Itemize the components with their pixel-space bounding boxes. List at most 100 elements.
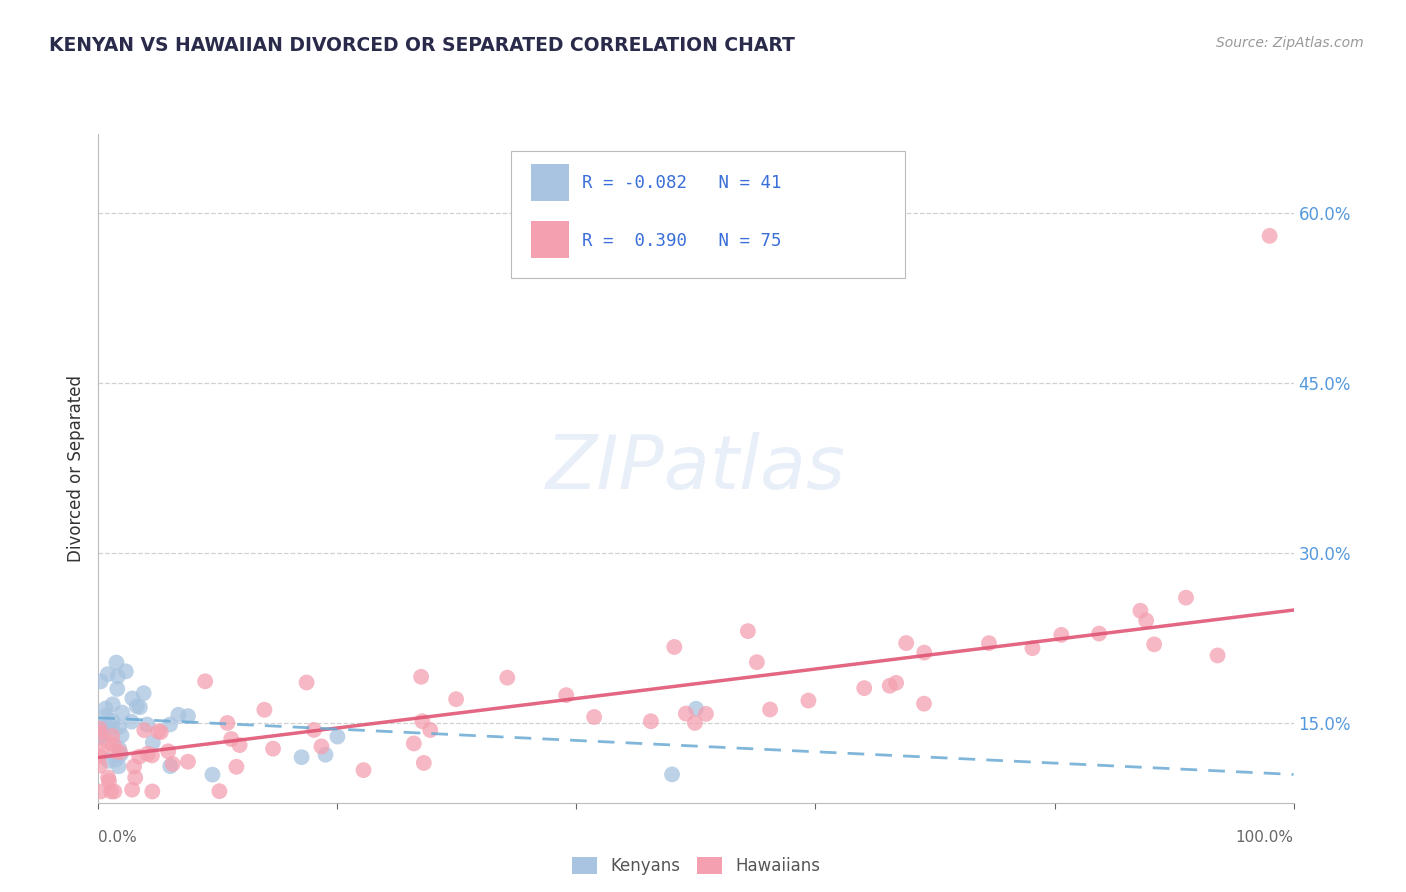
Text: KENYAN VS HAWAIIAN DIVORCED OR SEPARATED CORRELATION CHART: KENYAN VS HAWAIIAN DIVORCED OR SEPARATED… [49, 36, 794, 54]
Point [103, 784, 125, 798]
Point [115, 665, 138, 679]
Point [685, 702, 707, 716]
Point [912, 697, 935, 711]
Point [157, 744, 180, 758]
Point [1258, 228, 1281, 243]
Point [89, 722, 111, 736]
Point [555, 688, 578, 702]
Point [675, 706, 697, 721]
Point [97, 667, 120, 681]
Point [111, 706, 134, 720]
Point [896, 636, 918, 650]
Point [1135, 614, 1157, 628]
Point [148, 724, 170, 739]
Legend: Kenyans, Hawaiians: Kenyans, Hawaiians [565, 850, 827, 881]
Point [1206, 648, 1229, 663]
Point [444, 692, 467, 706]
Point [136, 747, 159, 761]
Point [167, 707, 190, 722]
Point [219, 731, 242, 746]
Point [132, 686, 155, 700]
Point [105, 681, 128, 696]
Point [253, 703, 276, 717]
Point [90, 674, 112, 689]
Point [107, 669, 129, 683]
Point [1088, 626, 1111, 640]
Point [103, 738, 125, 752]
Point [101, 698, 124, 712]
Text: R =  0.390   N = 75: R = 0.390 N = 75 [582, 232, 782, 250]
Point [353, 763, 375, 777]
Bar [531, 220, 569, 258]
Point [128, 749, 150, 764]
Point [159, 759, 181, 773]
Point [149, 725, 172, 739]
Point [208, 784, 231, 798]
Point [1129, 604, 1152, 618]
Point [411, 670, 433, 684]
Point [1050, 628, 1073, 642]
Point [1143, 637, 1166, 651]
Point [853, 681, 876, 695]
Y-axis label: Divorced or Separated: Divorced or Separated [66, 375, 84, 562]
Point [661, 767, 683, 781]
Point [89, 748, 111, 763]
Text: 0.0%: 0.0% [98, 830, 138, 845]
Point [402, 736, 425, 750]
Point [797, 693, 820, 707]
Point [104, 744, 127, 758]
Point [110, 728, 132, 742]
Point [101, 714, 124, 728]
Point [977, 636, 1000, 650]
Point [759, 702, 782, 716]
Bar [531, 164, 569, 201]
Point [695, 706, 717, 721]
Point [90, 784, 112, 798]
Point [162, 756, 184, 771]
Point [496, 671, 519, 685]
Point [89, 730, 111, 744]
Point [108, 720, 131, 734]
Point [177, 709, 200, 723]
Point [120, 714, 142, 729]
Point [912, 646, 935, 660]
Point [134, 723, 156, 738]
Point [125, 699, 148, 714]
Point [96, 708, 118, 723]
Point [737, 624, 759, 639]
Point [177, 755, 200, 769]
Point [124, 771, 146, 785]
FancyBboxPatch shape [510, 151, 905, 277]
Point [107, 759, 129, 773]
Point [201, 767, 224, 781]
Point [104, 753, 127, 767]
Point [141, 748, 163, 763]
Point [217, 715, 239, 730]
Point [89, 758, 111, 772]
Point [100, 784, 122, 798]
Text: 100.0%: 100.0% [1236, 830, 1294, 845]
Point [101, 721, 124, 735]
Point [94, 720, 117, 734]
Point [225, 760, 247, 774]
Point [745, 655, 768, 669]
Point [311, 739, 333, 754]
Point [683, 715, 706, 730]
Point [583, 710, 606, 724]
Point [105, 656, 128, 670]
Point [884, 676, 907, 690]
Point [262, 741, 284, 756]
Point [159, 717, 181, 731]
Point [141, 784, 163, 798]
Point [108, 745, 131, 759]
Point [97, 754, 120, 768]
Point [295, 675, 318, 690]
Point [290, 750, 312, 764]
Point [419, 723, 441, 737]
Point [110, 747, 132, 762]
Point [121, 691, 143, 706]
Point [315, 747, 337, 762]
Point [1021, 641, 1043, 656]
Text: ZIPatlas: ZIPatlas [546, 433, 846, 504]
Point [94, 701, 117, 715]
